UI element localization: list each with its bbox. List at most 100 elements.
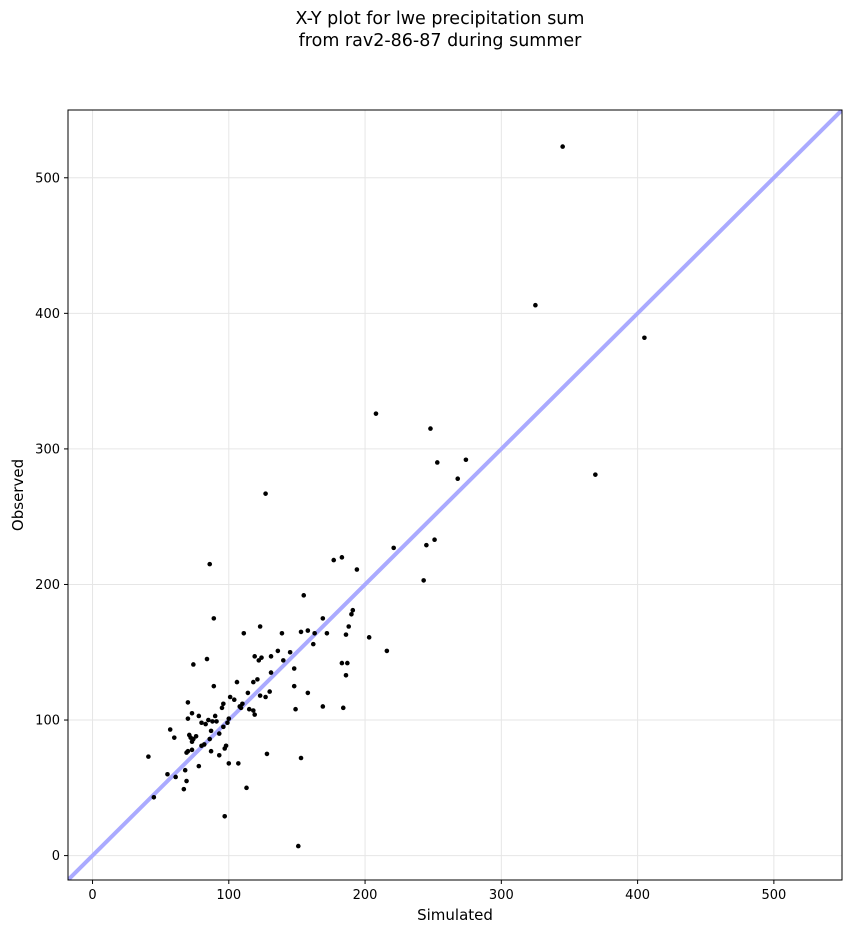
data-point bbox=[264, 751, 270, 757]
data-point bbox=[245, 690, 251, 696]
y-tick-label: 200 bbox=[35, 578, 60, 593]
data-point bbox=[434, 460, 440, 465]
y-tick-label: 400 bbox=[35, 307, 60, 322]
data-point bbox=[212, 713, 218, 719]
data-point bbox=[263, 491, 268, 496]
identity-reference-line bbox=[68, 110, 842, 880]
points-group bbox=[146, 144, 647, 849]
x-tick-label: 200 bbox=[353, 888, 378, 903]
data-point bbox=[424, 542, 429, 548]
data-point bbox=[432, 537, 437, 543]
data-point bbox=[298, 755, 304, 761]
data-point bbox=[339, 555, 345, 560]
data-point bbox=[238, 705, 244, 711]
data-point bbox=[216, 752, 222, 758]
data-point bbox=[236, 761, 241, 766]
data-point bbox=[146, 754, 151, 759]
data-point bbox=[207, 561, 213, 567]
data-point bbox=[185, 716, 191, 721]
data-point bbox=[291, 666, 297, 671]
data-point bbox=[593, 472, 598, 477]
data-point bbox=[171, 735, 177, 740]
data-point bbox=[182, 767, 188, 773]
data-point bbox=[193, 734, 199, 739]
data-point bbox=[295, 843, 301, 849]
chart-title: X-Y plot for lwe precipitation sum from … bbox=[0, 8, 851, 52]
data-point bbox=[199, 743, 204, 749]
data-point bbox=[642, 335, 647, 341]
data-point bbox=[305, 690, 311, 696]
x-tick-label: 400 bbox=[625, 888, 650, 903]
data-point bbox=[251, 708, 256, 713]
data-point bbox=[533, 302, 538, 308]
data-point bbox=[257, 624, 263, 629]
data-point bbox=[226, 761, 232, 766]
x-tick-label: 300 bbox=[489, 888, 514, 903]
data-point bbox=[191, 662, 196, 667]
data-point bbox=[189, 710, 195, 716]
data-point bbox=[244, 785, 249, 791]
data-point bbox=[184, 750, 189, 755]
data-point bbox=[428, 426, 433, 431]
data-point bbox=[219, 705, 225, 711]
data-point bbox=[305, 628, 311, 633]
data-point bbox=[204, 656, 210, 662]
data-point bbox=[257, 693, 263, 698]
data-point bbox=[181, 786, 187, 792]
data-point bbox=[214, 719, 219, 724]
data-point bbox=[560, 144, 565, 149]
data-point bbox=[208, 748, 214, 754]
y-tick-label: 100 bbox=[35, 714, 60, 729]
data-point bbox=[225, 720, 230, 726]
data-point bbox=[287, 649, 293, 655]
data-point bbox=[268, 670, 274, 675]
data-point bbox=[268, 654, 274, 659]
data-point bbox=[196, 763, 202, 769]
y-tick-label: 300 bbox=[35, 442, 60, 457]
data-point bbox=[189, 739, 195, 745]
data-point bbox=[246, 706, 252, 712]
data-point bbox=[231, 697, 237, 703]
x-axis-label: Simulated bbox=[417, 906, 493, 924]
reference-line-group bbox=[68, 110, 842, 880]
data-point bbox=[391, 545, 396, 551]
data-point bbox=[221, 701, 226, 707]
data-point bbox=[340, 705, 346, 711]
data-point bbox=[234, 679, 240, 685]
data-point bbox=[312, 630, 317, 636]
plot-frame bbox=[67, 109, 843, 881]
data-point bbox=[267, 689, 272, 694]
data-point bbox=[320, 704, 326, 709]
data-point bbox=[206, 717, 211, 723]
data-point bbox=[301, 593, 307, 598]
data-point bbox=[455, 476, 461, 482]
data-point bbox=[310, 641, 316, 647]
data-point bbox=[463, 457, 469, 463]
chart-title-line-2: from rav2-86-87 during summer bbox=[298, 31, 582, 51]
data-point bbox=[366, 635, 372, 640]
data-point bbox=[345, 660, 350, 666]
data-point bbox=[331, 557, 337, 563]
data-point bbox=[185, 700, 191, 705]
data-point bbox=[324, 630, 330, 636]
data-point bbox=[279, 630, 285, 636]
x-tick-label: 500 bbox=[761, 888, 786, 903]
y-tick-label: 500 bbox=[35, 171, 60, 186]
data-point bbox=[184, 778, 189, 784]
data-point bbox=[291, 683, 297, 689]
axis-ticks: 0 100 200 300 400 500 0 100 200 300 400 500 bbox=[35, 171, 786, 903]
data-point bbox=[373, 411, 379, 416]
data-point bbox=[211, 683, 217, 689]
data-point bbox=[173, 774, 178, 780]
data-point bbox=[151, 795, 157, 800]
data-point bbox=[216, 731, 222, 736]
data-point bbox=[252, 654, 257, 659]
data-point bbox=[354, 567, 360, 572]
data-point bbox=[263, 694, 268, 700]
data-point bbox=[221, 724, 226, 730]
data-point bbox=[343, 672, 349, 678]
data-point bbox=[211, 616, 217, 621]
data-point bbox=[349, 611, 354, 617]
data-point bbox=[256, 658, 262, 663]
